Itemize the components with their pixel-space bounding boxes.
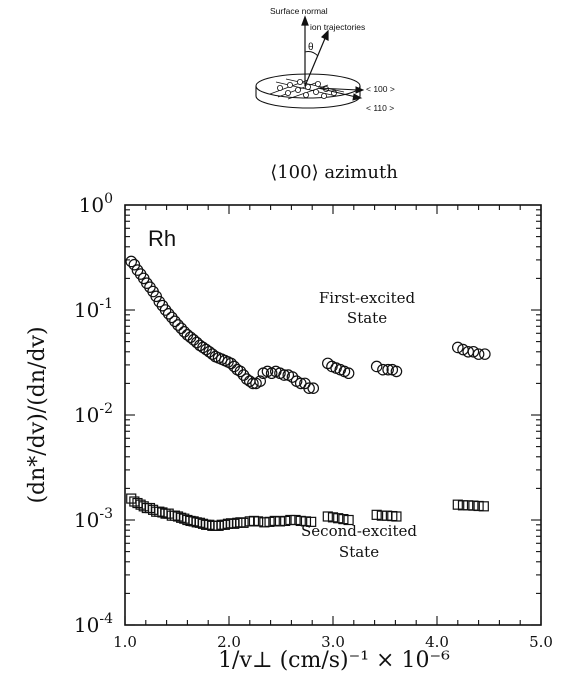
- data-point-square: [280, 515, 291, 527]
- data-point-circle: [370, 360, 383, 373]
- data-point-circle: [159, 304, 172, 316]
- data-point-circle: [286, 371, 299, 383]
- data-point-circle: [303, 382, 315, 394]
- x-axis-ticks: [124, 205, 542, 625]
- y-axis-label: (dn*/dv)/(dn/dv): [25, 326, 50, 503]
- data-point-square: [238, 517, 249, 528]
- x-tick-label: 5.0: [529, 633, 553, 651]
- annotation-first-excited-line1: First-excited: [319, 289, 416, 307]
- data-point-circle: [234, 365, 247, 378]
- data-point-square: [371, 509, 382, 520]
- ion-trajectory-arrow: [304, 29, 329, 87]
- data-point-square: [322, 511, 333, 522]
- direction-110-label: < 110 >: [366, 103, 394, 113]
- data-point-square: [452, 499, 463, 510]
- data-point-circle: [166, 311, 178, 324]
- surface-normal-label: Surface normal: [270, 6, 328, 16]
- data-point-circle: [194, 339, 206, 352]
- inset-diagram: Surface normal ion trajectories θ < 100 …: [255, 6, 395, 113]
- data-point-circle: [377, 363, 389, 376]
- element-label: Rh: [148, 226, 176, 251]
- annotation-second-excited-line2: State: [339, 543, 379, 561]
- data-point-circle: [206, 348, 219, 360]
- y-tick-label: 10-4: [74, 611, 113, 637]
- data-point-circle: [254, 375, 267, 387]
- y-axis-ticks: [125, 209, 541, 626]
- data-point-square: [381, 510, 393, 521]
- data-point-square: [463, 500, 474, 511]
- data-point-square: [259, 517, 270, 528]
- data-point-square: [457, 500, 469, 511]
- y-tick-label: 100: [79, 191, 113, 217]
- x-tick-label: 4.0: [425, 633, 449, 651]
- y-axis-tick-labels: 100 10-1 10-2 10-3 10-4: [74, 191, 113, 637]
- series-second-excited: [126, 493, 489, 531]
- data-point-circle: [244, 375, 256, 387]
- data-point-circle: [247, 377, 259, 390]
- direction-arrows: [317, 86, 365, 101]
- data-point-square: [338, 513, 349, 525]
- data-point-square: [333, 513, 344, 524]
- y-tick-label: 10-2: [74, 401, 113, 427]
- data-point-square: [264, 516, 275, 527]
- data-point-circle: [472, 348, 485, 360]
- data-point-square: [376, 510, 387, 521]
- theta-label: θ: [308, 42, 314, 53]
- data-point-circle: [184, 331, 197, 344]
- data-point-square: [274, 516, 286, 527]
- data-point-circle: [237, 369, 250, 381]
- data-point-circle: [172, 319, 184, 331]
- surface-normal-arrow: [301, 15, 309, 86]
- data-point-square: [285, 514, 296, 526]
- x-tick-label: 2.0: [217, 633, 241, 651]
- y-tick-label: 10-1: [74, 296, 113, 322]
- data-point-circle: [131, 264, 144, 276]
- x-axis-tick-labels: 1.0 2.0 3.0 4.0 5.0: [113, 633, 553, 651]
- data-point-square: [290, 514, 301, 526]
- data-point-square: [269, 515, 280, 527]
- data-point-square: [253, 516, 264, 527]
- data-point-circle: [307, 382, 320, 394]
- x-tick-label: 3.0: [321, 633, 345, 651]
- data-point-circle: [153, 295, 166, 308]
- data-point-circle: [479, 348, 491, 360]
- data-point-square: [295, 515, 306, 527]
- data-point-circle: [240, 373, 253, 385]
- x-tick-label: 1.0: [113, 633, 137, 651]
- data-point-circle: [467, 345, 480, 358]
- data-point-circle: [141, 277, 153, 289]
- chart-title: ⟨100⟩ azimuth: [270, 162, 398, 183]
- plot-frame: [124, 204, 542, 626]
- annotation-first-excited-line2: State: [347, 309, 387, 327]
- direction-100-label: < 100 >: [366, 84, 395, 94]
- data-point-square: [306, 516, 317, 527]
- data-point-circle: [382, 363, 394, 376]
- y-tick-label: 10-3: [74, 506, 113, 532]
- data-point-square: [391, 511, 402, 522]
- data-point-circle: [162, 308, 175, 320]
- data-point-circle: [390, 365, 403, 378]
- ion-trajectories-label: ion trajectories: [310, 22, 365, 32]
- data-point-circle: [197, 341, 209, 354]
- x-axis-label: 1/v⊥ (cm/s)⁻¹ × 10⁻⁶: [218, 648, 450, 673]
- annotation-second-excited-line1: Second-excited: [301, 522, 417, 540]
- data-point-circle: [175, 322, 187, 335]
- data-point-circle: [225, 357, 237, 370]
- data-point-circle: [278, 369, 290, 381]
- data-point-square: [327, 512, 339, 523]
- data-point-circle: [451, 341, 464, 354]
- data-point-square: [473, 500, 484, 512]
- data-point-circle: [125, 255, 138, 268]
- theta-arc: [304, 51, 319, 57]
- data-point-circle: [169, 315, 181, 328]
- data-point-square: [468, 500, 479, 511]
- series-first-excited: [125, 255, 491, 394]
- data-point-square: [300, 516, 312, 527]
- data-point-square: [478, 501, 489, 512]
- data-point-square: [343, 514, 354, 526]
- data-point-circle: [342, 367, 355, 380]
